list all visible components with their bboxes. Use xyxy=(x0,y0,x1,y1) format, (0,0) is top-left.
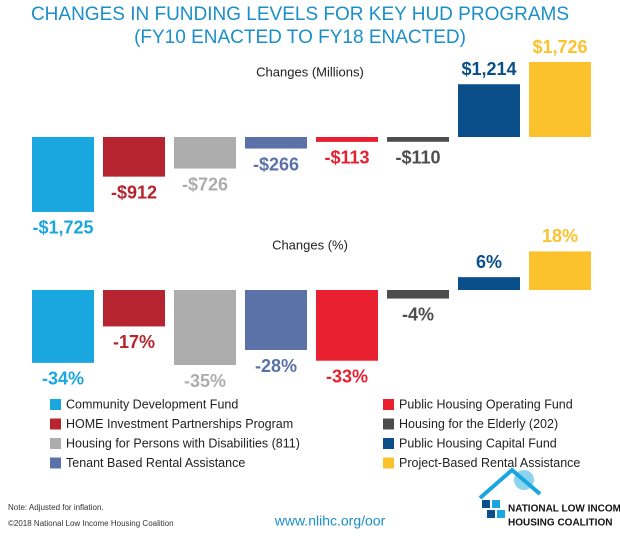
legend-label: Housing for Persons with Disabilities (8… xyxy=(66,436,300,450)
bar xyxy=(32,137,94,212)
value-label: -$113 xyxy=(324,148,369,168)
value-label: 6% xyxy=(476,252,502,272)
bar xyxy=(245,137,307,149)
legend-swatch xyxy=(50,457,61,469)
bar xyxy=(32,290,94,363)
url: www.nlihc.org/oor xyxy=(274,513,386,529)
bar xyxy=(387,137,449,142)
bar xyxy=(387,290,449,299)
bar xyxy=(458,84,520,137)
value-label: -$912 xyxy=(111,182,157,202)
legend-swatch xyxy=(50,399,61,410)
bar xyxy=(529,251,591,290)
copyright: ©2018 National Low Income Housing Coalit… xyxy=(8,519,174,528)
bar xyxy=(316,137,378,142)
value-label: -34% xyxy=(42,369,84,389)
bar xyxy=(245,290,307,350)
legend-swatch xyxy=(50,438,61,449)
bar xyxy=(103,290,165,327)
legend-label: Community Development Fund xyxy=(66,397,238,411)
title-line: CHANGES IN FUNDING LEVELS FOR KEY HUD PR… xyxy=(31,4,569,25)
legend-label: Tenant Based Rental Assistance xyxy=(66,456,245,470)
value-label: -4% xyxy=(402,304,434,324)
value-label: -35% xyxy=(184,371,226,391)
title-line: (FY10 ENACTED TO FY18 ENACTED) xyxy=(134,27,466,48)
legend-label: HOME Investment Partnerships Program xyxy=(66,417,293,431)
value-label: -$266 xyxy=(253,154,299,174)
legend-swatch xyxy=(50,418,61,430)
value-label: -28% xyxy=(255,356,297,376)
value-label: 18% xyxy=(542,226,578,246)
legend-label: Housing for the Elderly (202) xyxy=(399,417,558,431)
bar xyxy=(103,137,165,177)
legend-swatch xyxy=(383,457,394,469)
legend-label: Public Housing Operating Fund xyxy=(399,397,573,411)
logo-text: HOUSING COALITION xyxy=(508,518,612,529)
value-label: -$726 xyxy=(182,174,228,194)
value-label: $1,214 xyxy=(461,59,516,79)
legend-swatch xyxy=(383,399,394,410)
note: Note: Adjusted for inflation. xyxy=(8,503,104,512)
legend-swatch xyxy=(383,438,394,449)
chart-title: Changes (Millions) xyxy=(256,64,364,79)
legend-label: Public Housing Capital Fund xyxy=(399,436,557,450)
bar xyxy=(174,137,236,169)
value-label: $1,726 xyxy=(532,37,587,57)
bar xyxy=(458,277,520,290)
value-label: -33% xyxy=(326,366,368,386)
chart-title: Changes (%) xyxy=(272,237,348,252)
logo-icon xyxy=(478,467,542,518)
legend-label: Project-Based Rental Assistance xyxy=(399,456,580,470)
logo-text: NATIONAL LOW INCOME xyxy=(508,504,620,515)
bar xyxy=(529,62,591,137)
value-label: -$110 xyxy=(395,148,440,168)
bar xyxy=(174,290,236,365)
legend-swatch xyxy=(383,418,394,430)
bar xyxy=(316,290,378,361)
value-label: -17% xyxy=(113,332,155,352)
value-label: -$1,725 xyxy=(32,218,93,238)
